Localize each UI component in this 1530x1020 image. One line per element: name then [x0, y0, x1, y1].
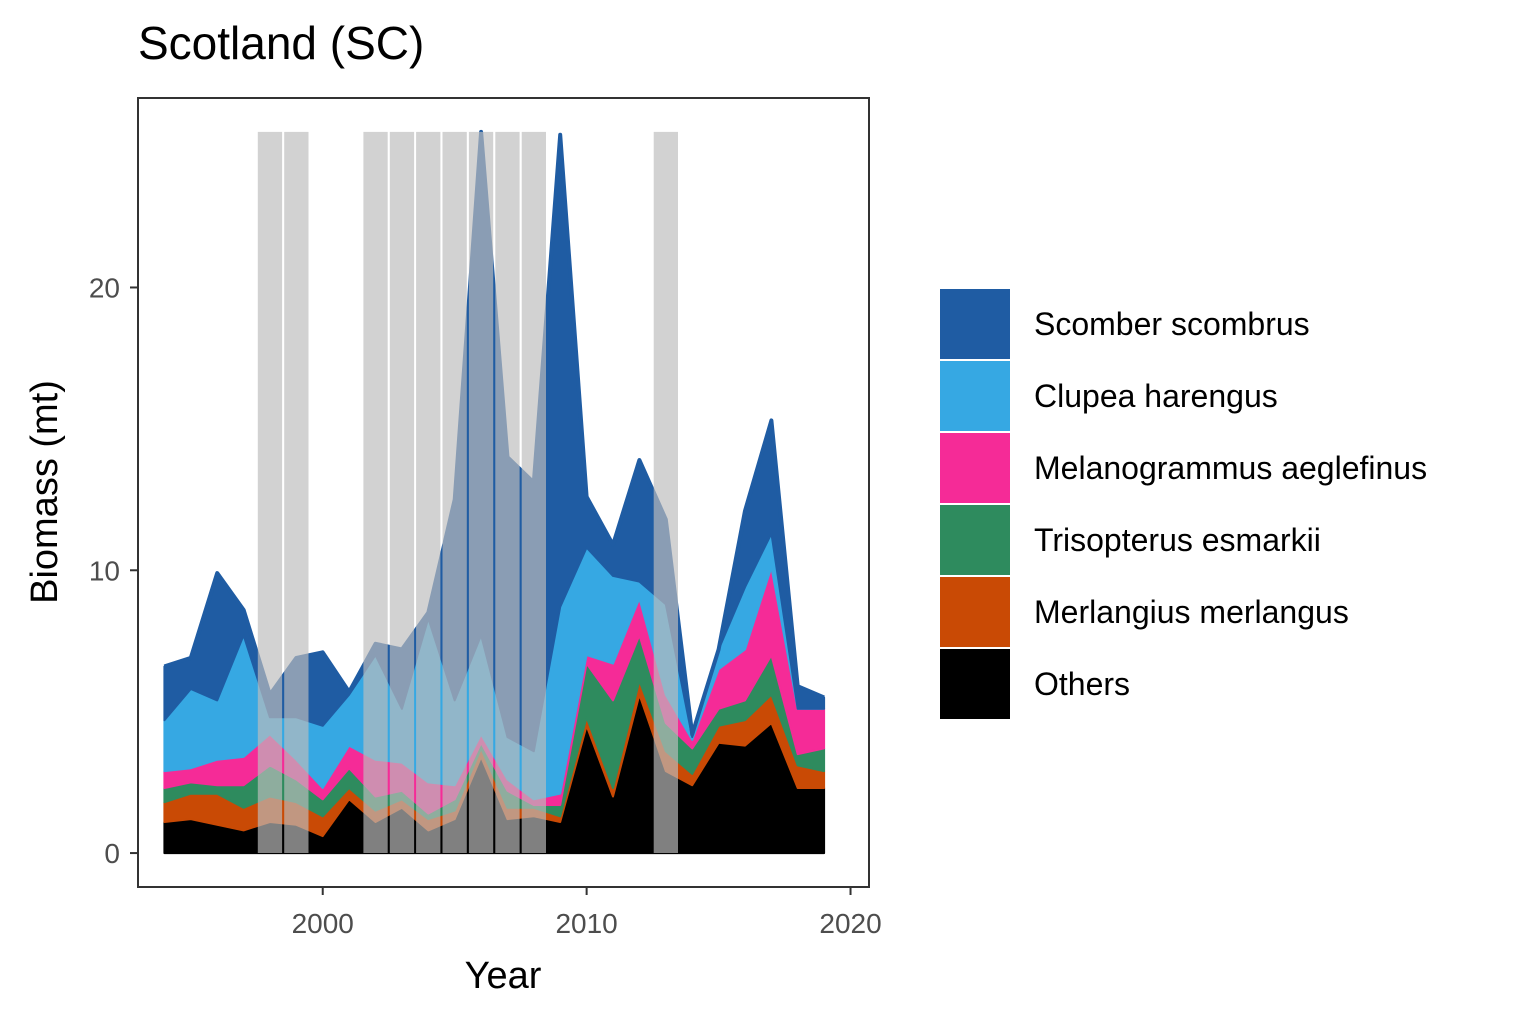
legend-label: Merlangius merlangus	[1034, 593, 1349, 630]
highlight-band-2007	[495, 131, 520, 853]
panel-border	[137, 97, 870, 888]
legend-item-others: Others	[940, 648, 1427, 720]
y-axis: 0 10 20	[89, 272, 138, 869]
highlight-band-1998	[257, 131, 283, 853]
legend-label: Melanogrammus aeglefinus	[1034, 449, 1428, 486]
legend-item-trisopterus-esmarkii: Trisopterus esmarkii	[940, 504, 1427, 576]
y-axis-title: Biomass (mt)	[24, 380, 66, 604]
legend-label: Trisopterus esmarkii	[1034, 521, 1321, 558]
highlight-band-2005	[442, 131, 467, 853]
legend-label: Others	[1034, 665, 1131, 702]
legend-label: Clupea harengus	[1034, 377, 1278, 414]
legend-item-melanogrammus-aeglefinus: Melanogrammus aeglefinus	[940, 432, 1427, 504]
x-tick-label: 2010	[555, 908, 617, 939]
legend-swatch	[940, 433, 1010, 503]
highlight-band-1999	[284, 131, 309, 853]
chart-title: Scotland (SC)	[138, 17, 425, 69]
legend-swatch	[940, 577, 1010, 647]
legend-swatch	[940, 361, 1010, 431]
legend-item-merlangius-merlangus: Merlangius merlangus	[940, 576, 1427, 648]
legend-swatch	[940, 505, 1010, 575]
highlight-band-2013	[653, 131, 678, 853]
y-tick-label: 10	[89, 555, 120, 586]
highlight-band-2008	[521, 131, 546, 853]
legend: Scomber scombrus Clupea harengus Melanogra…	[940, 288, 1427, 720]
highlight-band-2004	[416, 131, 441, 853]
highlight-band-2002	[363, 131, 388, 853]
x-tick-label: 2000	[292, 908, 354, 939]
y-tick-label: 20	[89, 272, 120, 303]
y-tick-label: 0	[104, 838, 120, 869]
highlight-band-2006	[468, 131, 494, 853]
highlight-bands	[257, 131, 678, 853]
legend-swatch	[940, 649, 1010, 719]
legend-item-scomber-scombrus: Scomber scombrus	[940, 288, 1427, 360]
x-axis-title: Year	[465, 955, 542, 997]
highlight-band-2003	[389, 131, 415, 853]
legend-swatch	[940, 289, 1010, 359]
x-tick-label: 2020	[819, 908, 881, 939]
legend-item-clupea-harengus: Clupea harengus	[940, 360, 1427, 432]
legend-label: Scomber scombrus	[1034, 305, 1310, 342]
x-axis: 2000 2010 2020	[292, 887, 882, 939]
